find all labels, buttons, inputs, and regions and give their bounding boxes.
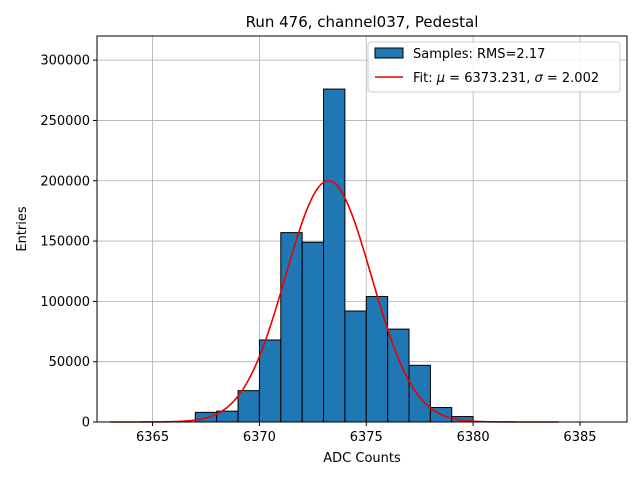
x-tick-label: 6365 [136, 430, 169, 445]
legend-histogram-swatch [374, 47, 404, 59]
chart-title: Run 476, channel037, Pedestal [246, 13, 479, 31]
histogram-bar [237, 390, 260, 423]
x-tick-label: 6375 [350, 430, 383, 445]
histogram-bar [280, 232, 303, 423]
plot-frame [96, 35, 628, 423]
histogram-bar [323, 88, 346, 423]
y-tick-label: 100000 [40, 295, 90, 310]
grid [97, 36, 627, 423]
legend-fit-label: Fit: μ = 6373.231, σ = 2.002 [413, 71, 599, 86]
histogram-bar [301, 241, 325, 423]
x-axis-label: ADC Counts [323, 451, 401, 466]
legend-box [367, 41, 621, 93]
x-tick-label: 6385 [563, 430, 596, 445]
y-tick-label: 250000 [40, 114, 90, 129]
legend: Samples: RMS=2.17 Fit: μ = 6373.231, σ =… [367, 41, 621, 93]
histogram-bar [408, 364, 431, 423]
y-tick-label: 300000 [40, 54, 90, 69]
histogram-bar [258, 339, 282, 423]
legend-histogram-label: Samples: RMS=2.17 [413, 47, 545, 62]
y-tick-label: 200000 [40, 174, 90, 189]
x-tick-label: 6380 [457, 430, 490, 445]
y-tick-label: 0 [82, 416, 90, 431]
y-tick-label: 50000 [49, 355, 90, 370]
histogram-bar [344, 310, 367, 423]
y-tick-label: 150000 [40, 235, 90, 250]
histogram-bar [365, 296, 389, 423]
x-tick-label: 6370 [243, 430, 276, 445]
y-axis-label: Entries [15, 206, 30, 252]
axis-ticks: 6365 6370 6375 6380 6385 0 50000 100000 150000 20… [40, 54, 596, 445]
